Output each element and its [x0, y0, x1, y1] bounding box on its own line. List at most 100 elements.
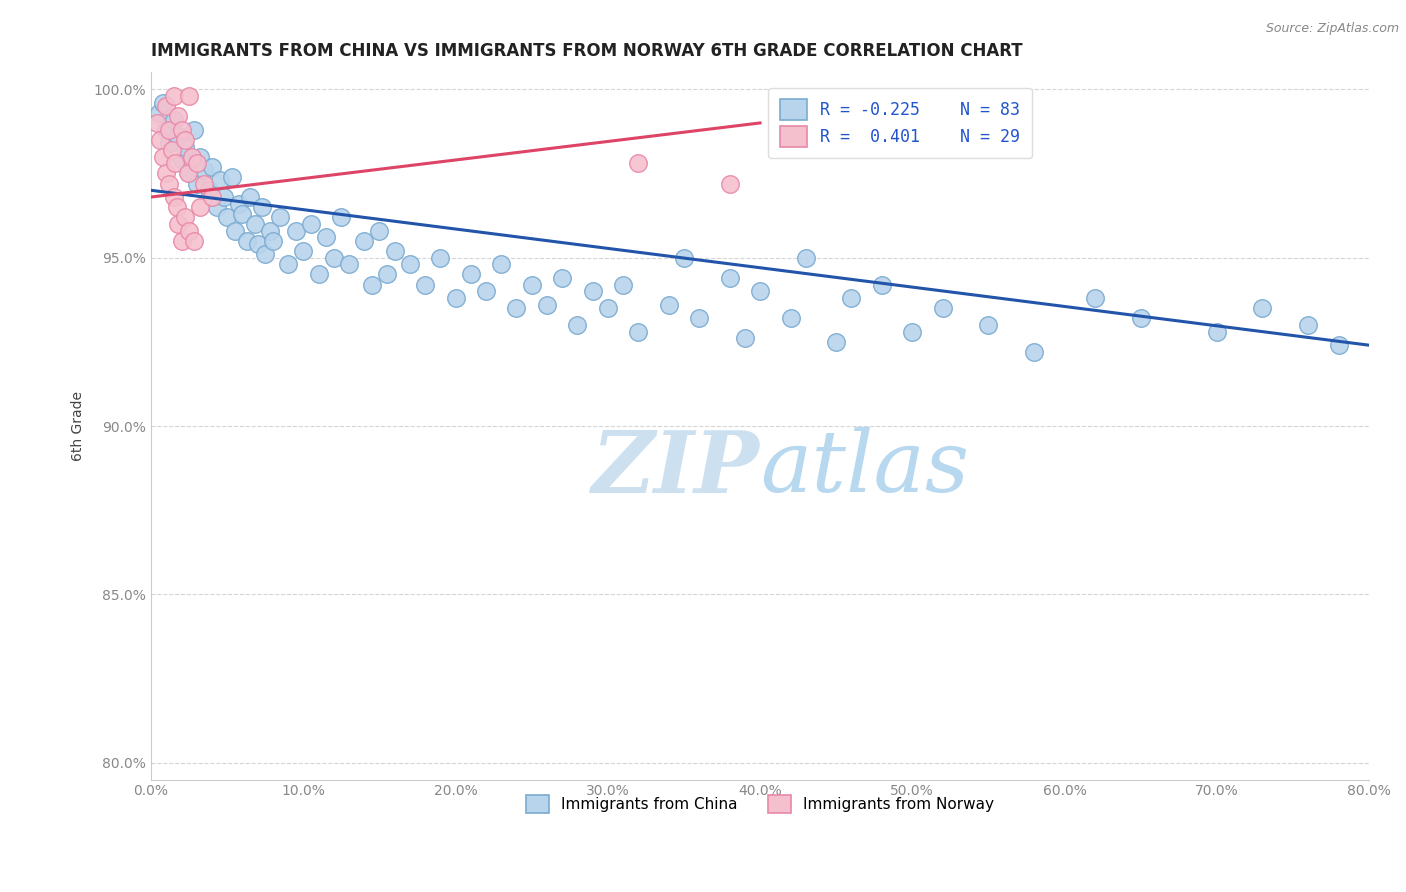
- Y-axis label: 6th Grade: 6th Grade: [72, 391, 86, 461]
- Point: [375, 268, 398, 282]
- Point: [567, 318, 589, 332]
- Point: [475, 285, 498, 299]
- Text: Source: ZipAtlas.com: Source: ZipAtlas.com: [1265, 22, 1399, 36]
- Point: [627, 156, 650, 170]
- Point: [165, 156, 187, 170]
- Point: [299, 217, 322, 231]
- Point: [157, 122, 180, 136]
- Point: [155, 166, 177, 180]
- Point: [163, 190, 186, 204]
- Point: [749, 285, 772, 299]
- Point: [183, 122, 205, 136]
- Point: [734, 331, 756, 345]
- Point: [179, 166, 201, 180]
- Point: [228, 196, 250, 211]
- Point: [155, 99, 177, 113]
- Point: [277, 257, 299, 271]
- Text: atlas: atlas: [761, 427, 969, 510]
- Point: [198, 183, 221, 197]
- Point: [149, 133, 172, 147]
- Point: [794, 251, 817, 265]
- Point: [179, 89, 201, 103]
- Point: [284, 224, 307, 238]
- Point: [166, 200, 188, 214]
- Point: [688, 311, 710, 326]
- Point: [155, 122, 177, 136]
- Point: [176, 166, 198, 180]
- Point: [308, 268, 330, 282]
- Point: [188, 200, 211, 214]
- Point: [201, 190, 224, 204]
- Point: [1129, 311, 1152, 326]
- Point: [779, 311, 801, 326]
- Point: [718, 270, 741, 285]
- Point: [152, 95, 174, 110]
- Point: [520, 277, 543, 292]
- Point: [1296, 318, 1319, 332]
- Point: [1084, 291, 1107, 305]
- Point: [173, 133, 195, 147]
- Point: [231, 207, 253, 221]
- Point: [181, 150, 204, 164]
- Point: [1251, 301, 1274, 315]
- Point: [188, 150, 211, 164]
- Point: [536, 298, 558, 312]
- Point: [399, 257, 422, 271]
- Point: [1327, 338, 1350, 352]
- Point: [157, 136, 180, 150]
- Point: [460, 268, 482, 282]
- Point: [901, 325, 924, 339]
- Point: [246, 237, 269, 252]
- Point: [167, 217, 190, 231]
- Point: [186, 177, 208, 191]
- Point: [217, 211, 239, 225]
- Point: [254, 247, 277, 261]
- Point: [186, 156, 208, 170]
- Point: [612, 277, 634, 292]
- Point: [353, 234, 375, 248]
- Point: [360, 277, 382, 292]
- Point: [596, 301, 619, 315]
- Point: [167, 129, 190, 144]
- Point: [221, 169, 243, 184]
- Point: [170, 122, 193, 136]
- Point: [870, 277, 893, 292]
- Point: [205, 200, 228, 214]
- Point: [581, 285, 603, 299]
- Point: [193, 163, 215, 178]
- Point: [292, 244, 315, 258]
- Point: [841, 291, 863, 305]
- Point: [825, 334, 848, 349]
- Point: [384, 244, 406, 258]
- Point: [672, 251, 695, 265]
- Point: [932, 301, 955, 315]
- Point: [627, 325, 650, 339]
- Point: [163, 112, 186, 127]
- Point: [551, 270, 574, 285]
- Point: [208, 173, 231, 187]
- Point: [444, 291, 467, 305]
- Point: [183, 234, 205, 248]
- Point: [718, 177, 741, 191]
- Text: ZIP: ZIP: [592, 426, 761, 510]
- Point: [1022, 345, 1045, 359]
- Point: [167, 109, 190, 123]
- Legend: Immigrants from China, Immigrants from Norway: Immigrants from China, Immigrants from N…: [513, 783, 1007, 825]
- Point: [201, 160, 224, 174]
- Point: [429, 251, 451, 265]
- Point: [148, 105, 170, 120]
- Point: [146, 116, 169, 130]
- Point: [1205, 325, 1227, 339]
- Point: [315, 230, 337, 244]
- Point: [505, 301, 527, 315]
- Point: [658, 298, 681, 312]
- Point: [152, 150, 174, 164]
- Point: [337, 257, 360, 271]
- Point: [322, 251, 344, 265]
- Point: [977, 318, 1000, 332]
- Point: [163, 89, 186, 103]
- Point: [250, 200, 273, 214]
- Point: [170, 153, 193, 167]
- Point: [173, 139, 195, 153]
- Point: [193, 177, 215, 191]
